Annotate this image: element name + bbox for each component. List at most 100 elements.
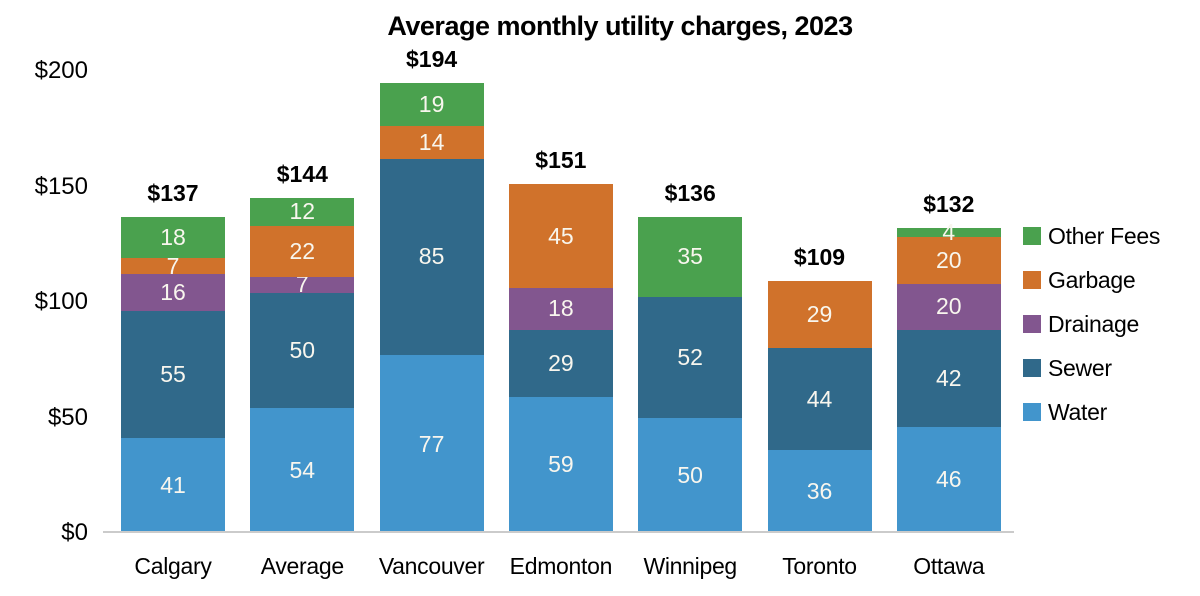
segment-value-label: 14 [418,129,445,156]
legend-label: Sewer [1048,354,1112,381]
bar-segment-sewer: 42 [896,329,1001,427]
bar-segment-garbage: 20 [896,237,1001,284]
legend-item-other-fees: Other Fees [1023,222,1161,249]
chart-title: Average monthly utility charges, 2023 [387,11,853,41]
segment-value-label: 18 [548,295,574,322]
bar-segment-water: 46 [896,426,1001,533]
legend-swatch-drainage [1023,315,1041,333]
segment-value-label: 22 [289,237,316,264]
legend-swatch-other-fees [1023,227,1041,245]
legend-swatch-water [1023,403,1041,421]
plot-area: 41 55 16 7 18 $137 54 50 7 22 12 $144 77 85 14 19 $194 59… [121,46,1005,533]
bar-segment-water: 41 [121,438,225,533]
segment-value-label: 54 [289,457,316,484]
segment-value-label: 12 [289,198,316,225]
segment-value-label: 59 [548,451,574,478]
segment-value-label: 85 [418,243,445,270]
segment-value-label: 41 [160,472,186,499]
bar-segment-sewer: 44 [767,348,872,450]
x-axis-line [103,531,1014,533]
segment-value-label: 50 [289,337,316,364]
segment-value-label: 46 [936,466,962,493]
legend-label: Other Fees [1048,222,1161,249]
bar-segment-sewer: 29 [508,329,613,397]
bar-toronto: 36 44 29 $109 [767,71,872,533]
segment-value-label: 35 [677,243,703,270]
segment-value-label: 4 [942,219,956,246]
bar-vancouver: 77 85 14 19 $194 [379,46,484,533]
bar-segment-water: 54 [250,408,355,533]
segment-value-label: 18 [160,223,186,250]
x-axis-label-ottawa: Ottawa [913,553,985,579]
bar-segment-water: 77 [379,355,484,533]
bar-segment-other-fees: 18 [121,216,225,259]
bar-segment-garbage: 14 [379,126,484,159]
bar-segment-other-fees: 19 [379,82,484,127]
x-axis-label-vancouver: Vancouver [378,553,485,579]
segment-value-label: 29 [806,301,833,328]
segment-value-label: 42 [936,364,962,391]
bar-segment-other-fees: 12 [250,198,355,226]
legend-label: Drainage [1048,310,1139,337]
bar-total-label: $132 [923,191,975,218]
x-axis: Calgary Average Vancouver Edmonton Winnipeg T… [121,552,1005,582]
segment-value-label: 44 [806,385,833,412]
legend: Other Fees Garbage Drainage Sewer Water [1023,222,1161,425]
bar-total-label: $194 [406,45,458,72]
segment-value-label: 20 [936,246,962,273]
y-axis-tick: $50 [47,403,88,431]
segment-value-label: 45 [548,222,574,249]
bar-winnipeg: 50 52 35 $136 [638,71,743,533]
segment-value-label: 16 [160,279,186,306]
y-axis-tick: $100 [34,288,88,315]
segment-value-label: 7 [295,271,309,298]
bar-segment-garbage: 22 [250,225,355,277]
bar-segment-water: 50 [638,417,743,533]
legend-item-drainage: Drainage [1023,310,1160,337]
bar-total-label: $151 [535,147,587,174]
x-axis-label-calgary: Calgary [134,553,212,579]
y-axis-tick: $0 [61,519,88,546]
segment-value-label: 77 [418,430,445,457]
bar-segment-drainage: 20 [896,283,1001,330]
y-axis-tick: $150 [34,172,88,200]
segment-value-label: 19 [418,91,445,118]
bar-edmonton: 59 29 18 45 $151 [508,71,613,533]
legend-swatch-sewer [1023,359,1041,377]
bar-segment-sewer: 55 [121,311,225,439]
bar-segment-drainage: 7 [250,273,355,296]
segment-value-label: 20 [936,293,962,320]
segment-value-label: 29 [548,349,574,376]
legend-label: Garbage [1048,266,1136,293]
y-axis: $0 $50 $100 $150 $200 [0,58,88,546]
bar-segment-other-fees: 4 [896,221,1001,244]
bar-ottawa: 46 42 20 20 4 $132 [896,71,1001,533]
bar-segment-sewer: 52 [638,297,743,418]
legend-item-water: Water [1023,398,1160,425]
bar-total-label: $109 [793,244,846,271]
x-axis-label-winnipeg: Winnipeg [643,553,737,579]
bar-segment-drainage: 18 [508,288,613,330]
bar-calgary: 41 55 16 7 18 $137 [121,71,225,533]
segment-value-label: 52 [677,343,703,370]
x-axis-label-toronto: Toronto [782,553,857,579]
bar-segment-sewer: 50 [250,292,355,409]
legend-item-sewer: Sewer [1023,354,1160,381]
bar-segment-garbage: 7 [121,254,225,277]
bar-segment-garbage: 29 [767,281,872,349]
bar-segment-water: 36 [767,449,872,533]
bar-segment-water: 59 [508,396,613,533]
bar-average: 54 50 7 22 12 $144 [250,71,355,533]
bar-total-label: $144 [276,161,328,188]
x-axis-label-average: Average [260,553,344,579]
x-axis-label-edmonton: Edmonton [509,553,613,579]
legend-swatch-garbage [1023,271,1041,289]
bar-segment-drainage: 16 [121,274,225,312]
y-axis-tick: $200 [34,57,88,84]
legend-label: Water [1048,398,1107,425]
bar-segment-other-fees: 35 [638,216,743,298]
bar-segment-sewer: 85 [379,158,484,356]
bar-segment-garbage: 45 [508,184,613,289]
segment-value-label: 7 [166,252,180,279]
